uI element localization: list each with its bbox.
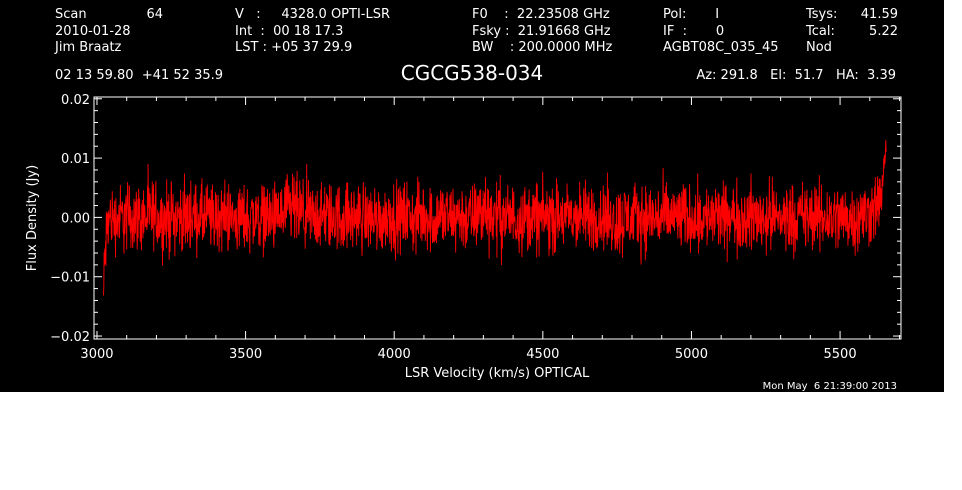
header-tsys-label: Tsys: [805,7,837,22]
header-integration: Int : 00 18 17.3 [235,24,343,39]
header-observer: Jim Braatz [54,40,122,55]
header-tcal-label: Tcal: [805,24,835,39]
plot-panel: Scan 64 2010-01-28 Jim Braatz V : 4328.0… [0,0,944,392]
header-project: AGBT08C_035_45 [663,40,779,55]
header-nod: Nod [806,40,832,55]
spectrum-chart: Scan 64 2010-01-28 Jim Braatz V : 4328.0… [25,7,902,392]
spectrum-line [103,140,887,296]
spectrum-trace [103,140,887,296]
y-tick-label: 0.01 [61,152,90,167]
header-lst: LST : +05 37 29.9 [235,40,352,55]
x-tick-label: 3000 [80,347,113,362]
y-tick-label: −0.02 [50,330,90,345]
y-tick-label: −0.01 [50,271,90,286]
header-scan-number: 64 [146,7,163,22]
header-bw: BW : 200.0000 MHz [472,40,613,55]
header-coordinates: 02 13 59.80 +41 52 35.9 [55,68,223,83]
x-tick-label: 4500 [526,347,559,362]
plot-frame [93,96,902,340]
y-tick-label: 0.02 [61,93,90,108]
header-az-el-ha: Az: 291.8 El: 51.7 HA: 3.39 [696,68,896,83]
source-name: CGCG538-034 [401,61,544,85]
header-tsys-value: 41.59 [861,7,898,22]
header-f0: F0 : 22.23508 GHz [472,7,610,22]
timestamp: Mon May 6 21:39:00 2013 [763,381,897,392]
header-date: 2010-01-28 [55,24,131,39]
header-scan-label: Scan [55,7,87,22]
header-pol: Pol: I [663,7,719,22]
x-tick-label: 4000 [378,347,411,362]
x-tick-label: 3500 [229,347,262,362]
axis-ticks: 3000 3500 4000 4500 5000 5500 −0.02 −0.01 0.00 0.… [50,93,901,362]
header-fsky: Fsky : 21.91668 GHz [472,24,611,39]
header-if: IF : 0 [663,24,724,39]
header-tcal-value: 5.22 [869,24,898,39]
x-tick-label: 5000 [675,347,708,362]
header-velocity: V : 4328.0 OPTI-LSR [235,7,390,22]
x-axis-title: LSR Velocity (km/s) OPTICAL [405,366,590,381]
y-tick-label: 0.00 [61,211,90,226]
y-axis-title: Flux Density (Jy) [25,165,40,271]
x-tick-label: 5500 [824,347,857,362]
